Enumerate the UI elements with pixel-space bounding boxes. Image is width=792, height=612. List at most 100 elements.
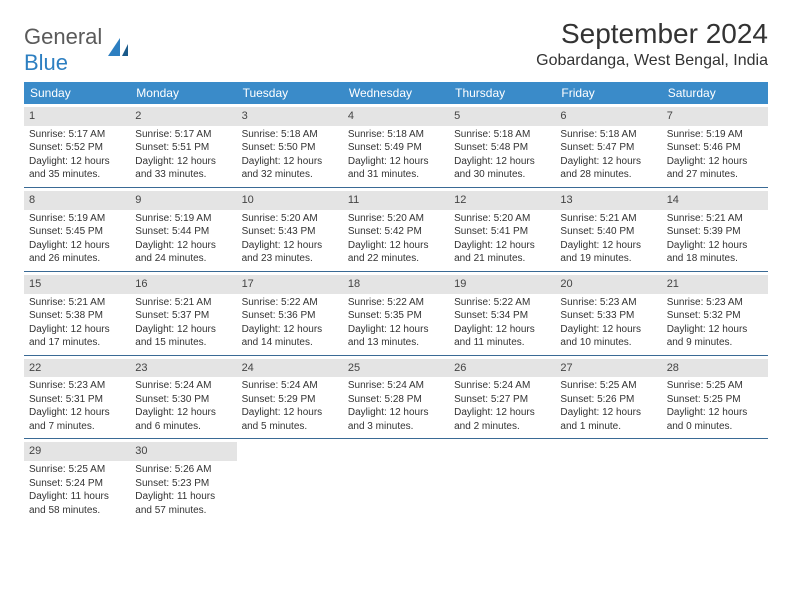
day-cell-empty [555,439,661,522]
day-number: 27 [555,359,661,378]
sunset-text: Sunset: 5:39 PM [667,225,763,239]
day-number: 17 [237,275,343,294]
sunset-text: Sunset: 5:30 PM [135,393,231,407]
sunrise-text: Sunrise: 5:17 AM [29,128,125,142]
title-block: September 2024 Gobardanga, West Bengal, … [536,18,768,70]
day-cell: 29Sunrise: 5:25 AMSunset: 5:24 PMDayligh… [24,439,130,522]
sunset-text: Sunset: 5:25 PM [667,393,763,407]
daylight-text: Daylight: 12 hours and 17 minutes. [29,323,125,350]
weekday-wednesday: Wednesday [343,82,449,104]
day-cell: 16Sunrise: 5:21 AMSunset: 5:37 PMDayligh… [130,272,236,355]
sunrise-text: Sunrise: 5:24 AM [135,379,231,393]
sunrise-text: Sunrise: 5:20 AM [348,212,444,226]
week-row: 1Sunrise: 5:17 AMSunset: 5:52 PMDaylight… [24,104,768,188]
day-cell: 21Sunrise: 5:23 AMSunset: 5:32 PMDayligh… [662,272,768,355]
sunrise-text: Sunrise: 5:20 AM [454,212,550,226]
day-cell-empty [662,439,768,522]
day-cell: 18Sunrise: 5:22 AMSunset: 5:35 PMDayligh… [343,272,449,355]
daylight-text: Daylight: 12 hours and 35 minutes. [29,155,125,182]
sunset-text: Sunset: 5:50 PM [242,141,338,155]
daylight-text: Daylight: 12 hours and 5 minutes. [242,406,338,433]
sunrise-text: Sunrise: 5:18 AM [242,128,338,142]
sunset-text: Sunset: 5:46 PM [667,141,763,155]
daylight-text: Daylight: 12 hours and 30 minutes. [454,155,550,182]
sunset-text: Sunset: 5:34 PM [454,309,550,323]
day-cell: 25Sunrise: 5:24 AMSunset: 5:28 PMDayligh… [343,356,449,439]
weekday-monday: Monday [130,82,236,104]
sunrise-text: Sunrise: 5:25 AM [560,379,656,393]
sunset-text: Sunset: 5:32 PM [667,309,763,323]
daylight-text: Daylight: 11 hours and 57 minutes. [135,490,231,517]
sunset-text: Sunset: 5:26 PM [560,393,656,407]
sunset-text: Sunset: 5:33 PM [560,309,656,323]
daylight-text: Daylight: 12 hours and 24 minutes. [135,239,231,266]
day-cell: 5Sunrise: 5:18 AMSunset: 5:48 PMDaylight… [449,104,555,187]
header: General Blue September 2024 Gobardanga, … [24,18,768,76]
day-cell: 17Sunrise: 5:22 AMSunset: 5:36 PMDayligh… [237,272,343,355]
sunset-text: Sunset: 5:43 PM [242,225,338,239]
day-cell: 11Sunrise: 5:20 AMSunset: 5:42 PMDayligh… [343,188,449,271]
day-number: 5 [449,107,555,126]
logo-text: General Blue [24,24,102,76]
day-number: 23 [130,359,236,378]
week-row: 22Sunrise: 5:23 AMSunset: 5:31 PMDayligh… [24,356,768,440]
sunset-text: Sunset: 5:23 PM [135,477,231,491]
daylight-text: Daylight: 12 hours and 7 minutes. [29,406,125,433]
day-number: 2 [130,107,236,126]
sunset-text: Sunset: 5:31 PM [29,393,125,407]
sunrise-text: Sunrise: 5:18 AM [348,128,444,142]
day-cell: 28Sunrise: 5:25 AMSunset: 5:25 PMDayligh… [662,356,768,439]
daylight-text: Daylight: 12 hours and 31 minutes. [348,155,444,182]
sunrise-text: Sunrise: 5:21 AM [560,212,656,226]
daylight-text: Daylight: 12 hours and 10 minutes. [560,323,656,350]
sunset-text: Sunset: 5:37 PM [135,309,231,323]
day-cell: 15Sunrise: 5:21 AMSunset: 5:38 PMDayligh… [24,272,130,355]
sunrise-text: Sunrise: 5:21 AM [667,212,763,226]
day-cell: 24Sunrise: 5:24 AMSunset: 5:29 PMDayligh… [237,356,343,439]
day-cell: 7Sunrise: 5:19 AMSunset: 5:46 PMDaylight… [662,104,768,187]
sunrise-text: Sunrise: 5:25 AM [667,379,763,393]
sunrise-text: Sunrise: 5:19 AM [667,128,763,142]
sunrise-text: Sunrise: 5:21 AM [135,296,231,310]
daylight-text: Daylight: 12 hours and 14 minutes. [242,323,338,350]
sunset-text: Sunset: 5:48 PM [454,141,550,155]
weekday-row: SundayMondayTuesdayWednesdayThursdayFrid… [24,82,768,104]
day-cell: 20Sunrise: 5:23 AMSunset: 5:33 PMDayligh… [555,272,661,355]
day-number: 7 [662,107,768,126]
daylight-text: Daylight: 12 hours and 6 minutes. [135,406,231,433]
weeks-container: 1Sunrise: 5:17 AMSunset: 5:52 PMDaylight… [24,104,768,522]
daylight-text: Daylight: 12 hours and 1 minute. [560,406,656,433]
day-cell: 1Sunrise: 5:17 AMSunset: 5:52 PMDaylight… [24,104,130,187]
daylight-text: Daylight: 12 hours and 2 minutes. [454,406,550,433]
daylight-text: Daylight: 12 hours and 9 minutes. [667,323,763,350]
day-cell: 26Sunrise: 5:24 AMSunset: 5:27 PMDayligh… [449,356,555,439]
daylight-text: Daylight: 12 hours and 22 minutes. [348,239,444,266]
sunset-text: Sunset: 5:35 PM [348,309,444,323]
weekday-tuesday: Tuesday [237,82,343,104]
day-number: 15 [24,275,130,294]
location: Gobardanga, West Bengal, India [536,52,768,70]
day-cell: 22Sunrise: 5:23 AMSunset: 5:31 PMDayligh… [24,356,130,439]
day-number: 29 [24,442,130,461]
day-cell: 2Sunrise: 5:17 AMSunset: 5:51 PMDaylight… [130,104,236,187]
sunset-text: Sunset: 5:24 PM [29,477,125,491]
day-number: 20 [555,275,661,294]
day-cell: 23Sunrise: 5:24 AMSunset: 5:30 PMDayligh… [130,356,236,439]
day-number: 4 [343,107,449,126]
daylight-text: Daylight: 12 hours and 11 minutes. [454,323,550,350]
daylight-text: Daylight: 12 hours and 13 minutes. [348,323,444,350]
sunrise-text: Sunrise: 5:19 AM [135,212,231,226]
day-cell-empty [237,439,343,522]
logo-text-blue: Blue [24,50,68,75]
logo: General Blue [24,18,132,76]
day-cell: 10Sunrise: 5:20 AMSunset: 5:43 PMDayligh… [237,188,343,271]
sunset-text: Sunset: 5:51 PM [135,141,231,155]
daylight-text: Daylight: 12 hours and 26 minutes. [29,239,125,266]
sunset-text: Sunset: 5:41 PM [454,225,550,239]
weekday-sunday: Sunday [24,82,130,104]
day-number: 18 [343,275,449,294]
daylight-text: Daylight: 12 hours and 0 minutes. [667,406,763,433]
day-number: 13 [555,191,661,210]
sunset-text: Sunset: 5:49 PM [348,141,444,155]
day-number: 16 [130,275,236,294]
